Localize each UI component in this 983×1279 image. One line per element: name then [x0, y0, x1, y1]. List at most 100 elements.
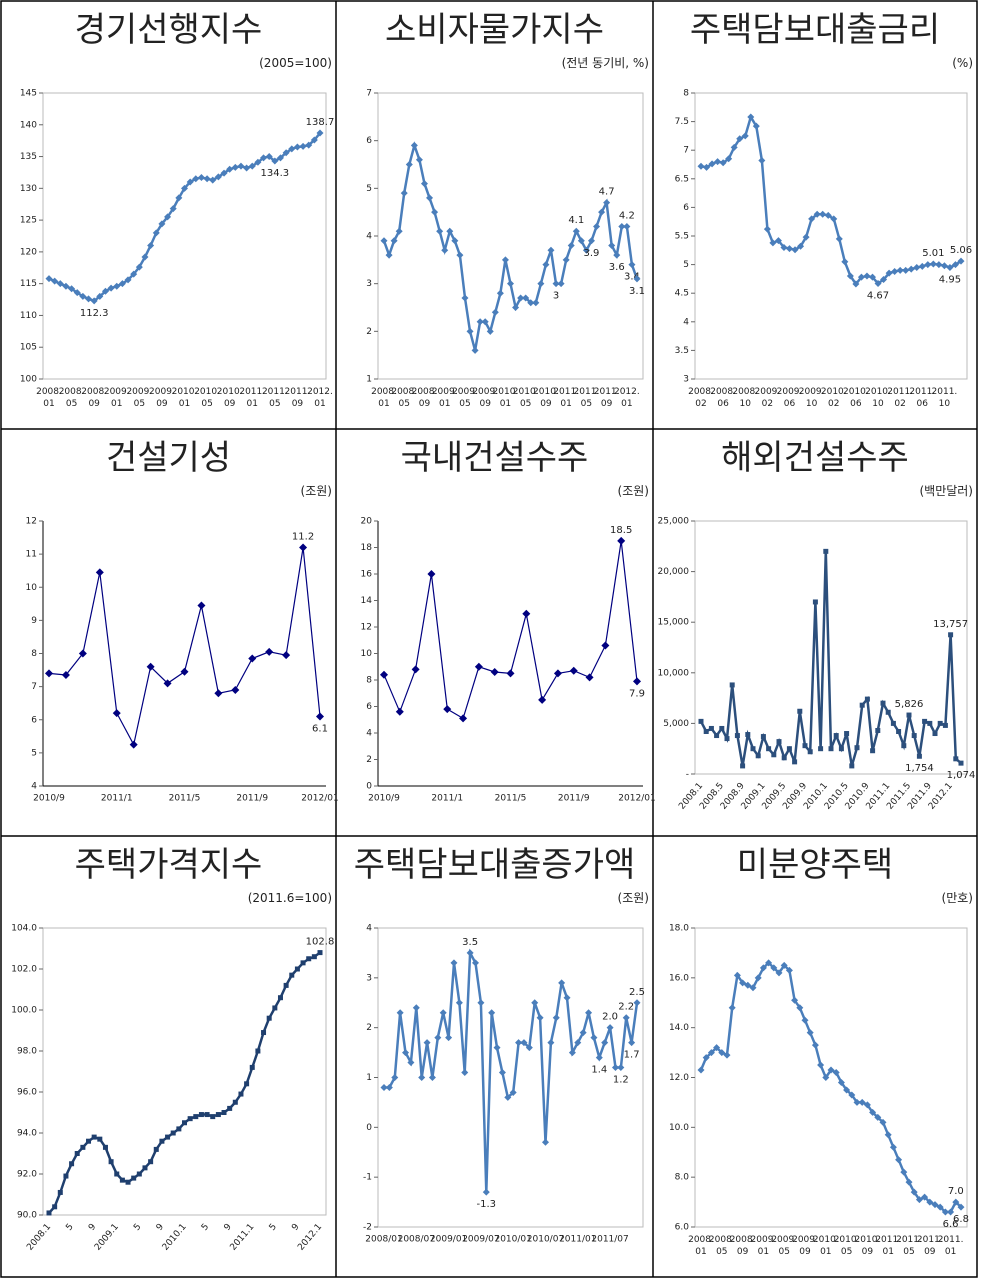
y-tick-label: 7 [366, 89, 372, 99]
x-tick-label: 2010. 09 [855, 1235, 881, 1257]
marker [910, 1188, 918, 1196]
marker [385, 251, 393, 259]
marker [407, 1059, 415, 1067]
marker [441, 246, 449, 254]
y-tick-label: 5,000 [663, 719, 689, 729]
marker [131, 1175, 137, 1181]
marker [153, 1146, 159, 1152]
marker [210, 1114, 216, 1120]
marker [822, 1074, 830, 1081]
y-tick-label: 10 [26, 583, 38, 593]
value-label: 5,826 [895, 699, 924, 710]
marker [791, 246, 799, 254]
marker [628, 1039, 636, 1047]
marker [884, 1131, 892, 1139]
y-tick-label: 14 [361, 596, 373, 606]
marker [848, 1091, 856, 1099]
marker [96, 292, 104, 300]
marker [477, 999, 485, 1007]
marker [714, 733, 720, 739]
marker [305, 141, 313, 149]
marker [947, 1208, 955, 1216]
marker [476, 318, 484, 326]
x-tick-label: 2008. 09 [412, 387, 438, 409]
marker [522, 294, 530, 302]
marker [56, 280, 64, 288]
y-tick-label: 5.5 [675, 232, 689, 242]
marker [186, 178, 194, 186]
x-tick-label: 2011/9 [558, 794, 590, 804]
chart-title: 주택담보대출증가액 [354, 845, 636, 885]
value-label: 3.4 [624, 272, 640, 283]
marker [827, 1066, 835, 1074]
marker [875, 727, 881, 733]
marker [633, 275, 641, 283]
chart-unit: (조원) [618, 891, 649, 905]
marker [547, 246, 555, 254]
marker [507, 280, 514, 288]
x-tick-label: 2008. 01 [36, 387, 62, 409]
x-tick-label: 2010. 05 [194, 387, 220, 409]
plot-frame [42, 927, 327, 1216]
y-tick-label: -1 [363, 1173, 372, 1183]
y-tick-label: 3 [683, 375, 689, 385]
x-tick-label: 2008. 06 [710, 387, 736, 409]
x-tick-label: 9 [87, 1222, 99, 1233]
marker [390, 237, 398, 245]
x-tick-label: 2011. 06 [909, 387, 935, 409]
marker [863, 1101, 871, 1109]
y-tick-label: - [686, 770, 689, 780]
y-tick-label: 15,000 [658, 618, 690, 628]
marker [924, 261, 932, 269]
marker [585, 1009, 593, 1017]
marker [957, 1203, 965, 1211]
chart-title: 국내건설수주 [401, 438, 589, 478]
x-tick-label: 9 [290, 1222, 302, 1233]
y-tick-label: 3.5 [675, 346, 689, 356]
marker [91, 1134, 97, 1140]
marker [708, 725, 714, 731]
marker [838, 746, 844, 752]
marker [601, 1039, 609, 1047]
marker [220, 169, 228, 177]
marker [769, 239, 777, 247]
value-label: 3.9 [584, 248, 600, 259]
marker [617, 1064, 625, 1072]
y-tick-label: 12 [26, 517, 37, 527]
marker [841, 258, 849, 266]
y-tick-label: 102.0 [11, 965, 37, 975]
marker [80, 1144, 86, 1150]
marker [243, 164, 251, 172]
y-tick-label: 4.5 [675, 289, 689, 299]
chart-unit: (만호) [942, 891, 973, 905]
marker [601, 641, 610, 650]
marker [806, 1029, 814, 1037]
marker [221, 1110, 227, 1115]
marker [587, 237, 595, 245]
marker [182, 1120, 187, 1126]
marker [915, 1196, 923, 1204]
marker [226, 165, 234, 173]
value-label: 1.7 [624, 1050, 640, 1061]
marker [891, 267, 899, 275]
value-label: 138.7 [306, 117, 335, 128]
marker [801, 1016, 809, 1024]
value-label: 3.1 [629, 286, 645, 297]
marker [608, 242, 616, 250]
y-tick-label: 125 [20, 216, 37, 226]
y-tick-label: 11 [26, 550, 37, 560]
marker [953, 756, 959, 762]
marker [577, 237, 585, 245]
marker [900, 1168, 908, 1176]
x-tick-label: 5 [64, 1222, 75, 1233]
marker [254, 158, 262, 166]
marker [412, 1004, 420, 1012]
marker [541, 1138, 549, 1146]
marker [745, 732, 751, 738]
marker [536, 1014, 544, 1022]
marker [411, 665, 420, 674]
marker [864, 696, 870, 702]
marker [713, 1044, 721, 1052]
